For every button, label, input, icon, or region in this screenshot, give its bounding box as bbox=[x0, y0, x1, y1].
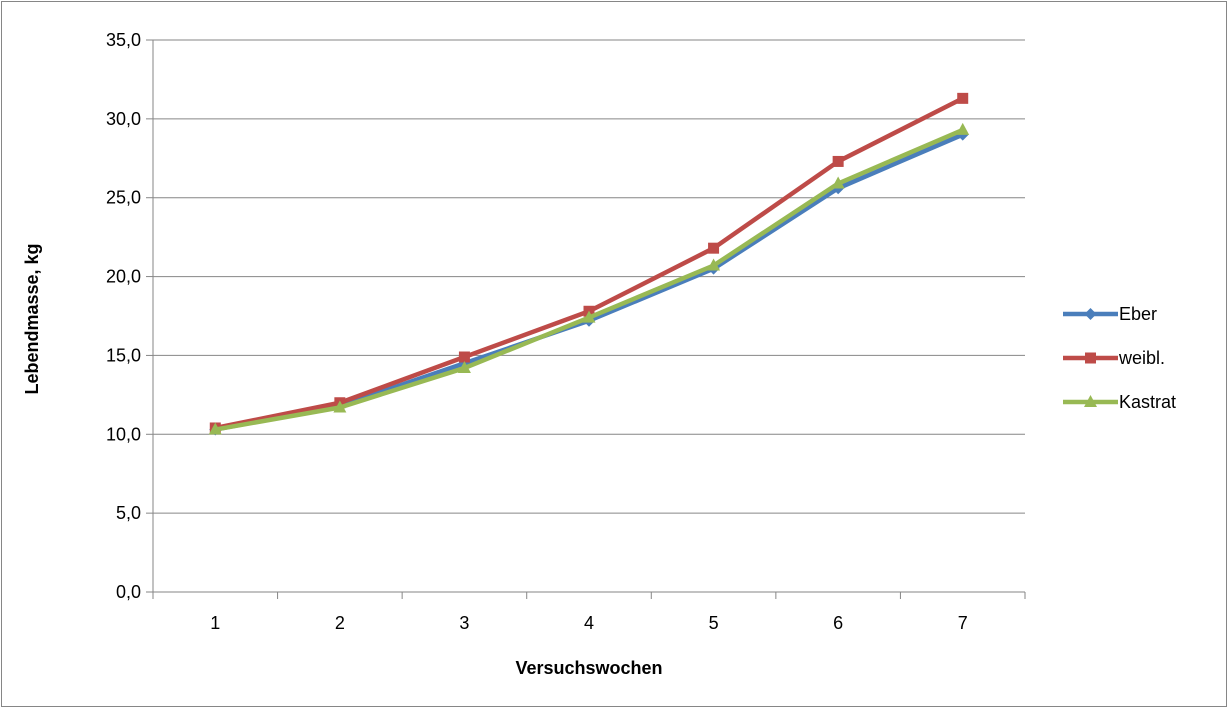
axes bbox=[146, 39, 1026, 599]
y-tick-label: 10,0 bbox=[106, 424, 141, 444]
data-point bbox=[458, 351, 470, 363]
tick-labels: 0,0 5,0 10,0 15,0 20,0 25,0 30,0 35,0 1 2 3 4 5 6 7 bbox=[106, 30, 968, 633]
data-point bbox=[208, 422, 222, 435]
y-tick-label: 25,0 bbox=[106, 188, 141, 208]
gridlines bbox=[153, 39, 1025, 514]
x-tick-label: 1 bbox=[210, 613, 220, 633]
y-tick-label: 15,0 bbox=[106, 345, 141, 365]
data-point bbox=[957, 92, 969, 104]
legend-entry: Kastrat bbox=[1063, 392, 1176, 412]
legend-entry: weibl. bbox=[1063, 348, 1165, 368]
data-point bbox=[708, 242, 720, 254]
data-point bbox=[832, 155, 844, 167]
y-tick-label: 5,0 bbox=[116, 503, 141, 523]
data-point bbox=[707, 258, 721, 271]
series-2 bbox=[208, 122, 970, 435]
legend-entry: Eber bbox=[1063, 304, 1157, 324]
y-tick-label: 30,0 bbox=[106, 109, 141, 129]
legend-label: weibl. bbox=[1118, 348, 1165, 368]
data-point bbox=[831, 176, 845, 189]
data-point bbox=[333, 400, 347, 413]
x-tick-label: 6 bbox=[833, 613, 843, 633]
y-tick-label: 20,0 bbox=[106, 267, 141, 287]
y-tick-label: 35,0 bbox=[106, 30, 141, 50]
x-tick-label: 3 bbox=[459, 613, 469, 633]
x-tick-label: 4 bbox=[584, 613, 594, 633]
data-series bbox=[208, 92, 970, 436]
legend: Eber weibl. Kastrat bbox=[1063, 304, 1176, 412]
legend-swatch-marker bbox=[1084, 308, 1097, 320]
x-tick-label: 2 bbox=[335, 613, 345, 633]
legend-label: Kastrat bbox=[1119, 392, 1176, 412]
y-tick-label: 0,0 bbox=[116, 582, 141, 602]
data-point bbox=[457, 361, 471, 374]
x-tick-label: 7 bbox=[958, 613, 968, 633]
x-tick-label: 5 bbox=[709, 613, 719, 633]
legend-swatch-marker bbox=[1084, 395, 1097, 407]
legend-label: Eber bbox=[1119, 304, 1157, 324]
data-point bbox=[582, 310, 596, 323]
x-axis-title: Versuchswochen bbox=[515, 658, 662, 678]
data-point bbox=[956, 122, 970, 135]
y-axis-title: Lebendmasse, kg bbox=[22, 243, 42, 394]
legend-swatch-marker bbox=[1085, 352, 1096, 364]
